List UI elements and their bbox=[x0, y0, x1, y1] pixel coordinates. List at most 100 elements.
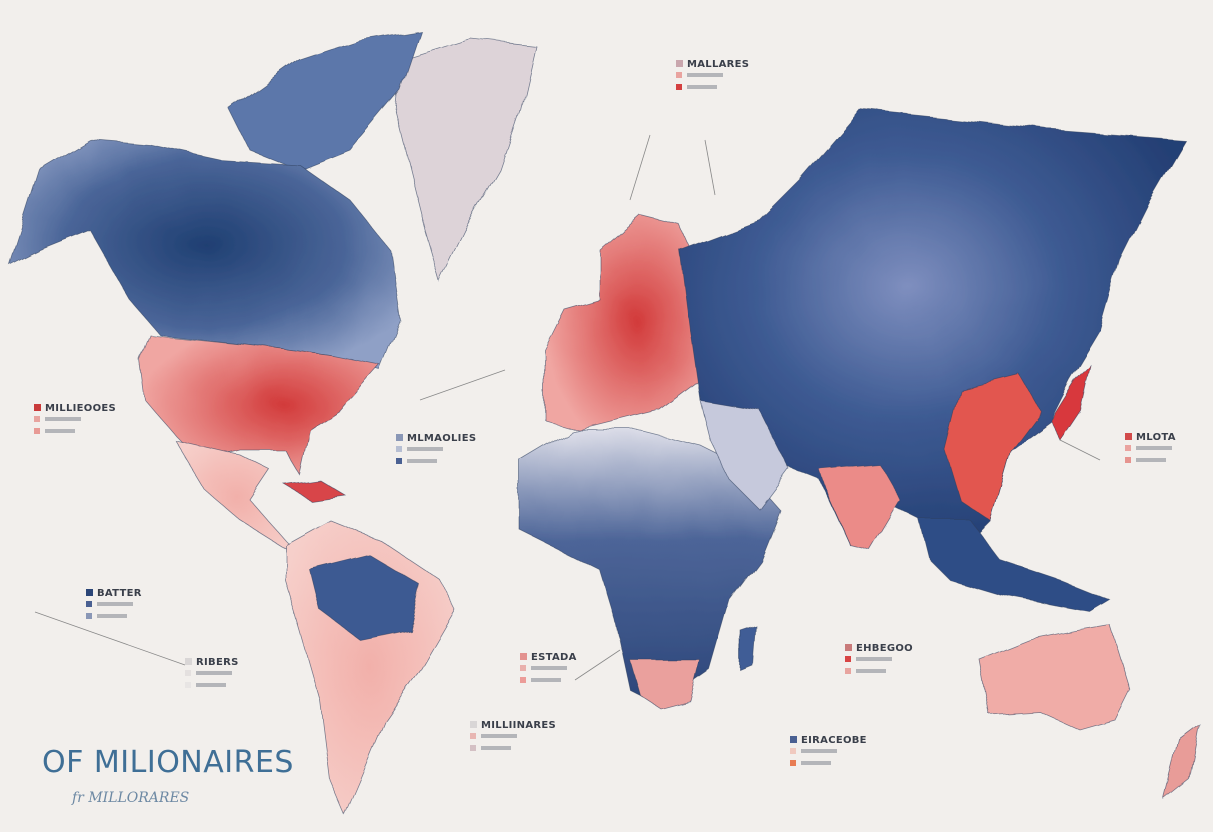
legend-swatch bbox=[676, 60, 683, 67]
legend-text-bar bbox=[481, 734, 517, 738]
usa bbox=[139, 334, 381, 477]
legend-swatch bbox=[396, 446, 402, 452]
legend-heading: MILLIEOOES bbox=[45, 403, 116, 414]
east-china bbox=[944, 374, 1041, 521]
legend-swatch bbox=[86, 589, 93, 596]
legend-swatch bbox=[396, 434, 403, 441]
legend-heading: BATTER bbox=[97, 588, 142, 599]
legend-swatch bbox=[790, 760, 796, 766]
continents bbox=[9, 29, 1201, 817]
india bbox=[819, 464, 901, 551]
legend-text-bar bbox=[856, 669, 886, 673]
legend-text-bar bbox=[856, 657, 892, 661]
legend-heading: MLOTA bbox=[1136, 432, 1176, 443]
legend: EIRACEOBE bbox=[790, 735, 867, 766]
legend-swatch bbox=[1125, 457, 1131, 463]
legend-text-bar bbox=[687, 85, 717, 89]
legend-text-bar bbox=[531, 666, 567, 670]
legend-heading: EHBEGOO bbox=[856, 643, 913, 654]
legend: MLMAOLIES bbox=[396, 433, 476, 464]
legend-text-bar bbox=[1136, 446, 1172, 450]
legend-swatch bbox=[520, 677, 526, 683]
legend-swatch bbox=[185, 670, 191, 676]
legend-swatch bbox=[1125, 433, 1132, 440]
madagascar bbox=[739, 624, 756, 671]
legend-swatch bbox=[676, 72, 682, 78]
legend-swatch bbox=[86, 601, 92, 607]
legend-text-bar bbox=[45, 429, 75, 433]
legend: RIBERS bbox=[185, 657, 239, 688]
leader-line bbox=[629, 134, 651, 201]
canada bbox=[9, 139, 401, 371]
legend-swatch bbox=[34, 404, 41, 411]
africa bbox=[519, 429, 781, 706]
leader-line bbox=[34, 611, 186, 666]
legend-swatch bbox=[185, 658, 192, 665]
amazon bbox=[309, 554, 421, 641]
legend-swatch bbox=[520, 653, 527, 660]
legend: MALLARES bbox=[676, 59, 749, 90]
legend-swatch bbox=[396, 458, 402, 464]
legend-heading: MALLARES bbox=[687, 59, 749, 70]
legend-text-bar bbox=[801, 761, 831, 765]
legend-swatch bbox=[470, 733, 476, 739]
southeast-asia bbox=[919, 519, 1111, 613]
leader-line bbox=[1059, 439, 1101, 461]
japan bbox=[1049, 363, 1091, 441]
legend: ESTADA bbox=[520, 652, 577, 683]
legend-text-bar bbox=[45, 417, 81, 421]
legend: EHBEGOO bbox=[845, 643, 913, 674]
map-title: OF MILIONAIRES bbox=[42, 745, 294, 780]
legend-swatch bbox=[470, 721, 477, 728]
legend-text-bar bbox=[481, 746, 511, 750]
legend-swatch bbox=[1125, 445, 1131, 451]
leader-line bbox=[419, 369, 506, 401]
legend-heading: EIRACEOBE bbox=[801, 735, 867, 746]
legend: MILLIINARES bbox=[470, 720, 556, 751]
legend-heading: MLMAOLIES bbox=[407, 433, 476, 444]
legend-text-bar bbox=[196, 683, 226, 687]
legend-swatch bbox=[34, 416, 40, 422]
greenland bbox=[394, 37, 536, 284]
leader-line bbox=[574, 649, 621, 681]
map-subtitle: fr MILLORARES bbox=[71, 790, 189, 806]
legend-swatch bbox=[34, 428, 40, 434]
legend-swatch bbox=[520, 665, 526, 671]
caribbean bbox=[283, 479, 347, 501]
legend-swatch bbox=[790, 736, 797, 743]
legend-swatch bbox=[845, 644, 852, 651]
south-africa bbox=[629, 659, 701, 709]
legend-text-bar bbox=[801, 749, 837, 753]
mexico bbox=[174, 439, 301, 556]
legend-text-bar bbox=[407, 459, 437, 463]
middle-east bbox=[699, 399, 791, 511]
legend-swatch bbox=[845, 656, 851, 662]
legend-text-bar bbox=[196, 671, 232, 675]
legend: BATTER bbox=[86, 588, 142, 619]
legend-swatch bbox=[86, 613, 92, 619]
legend-text-bar bbox=[531, 678, 561, 682]
legend: MILLIEOOES bbox=[34, 403, 116, 434]
leader-lines bbox=[34, 134, 1101, 681]
legend-text-bar bbox=[687, 73, 723, 77]
legend-swatch bbox=[470, 745, 476, 751]
legend-swatch bbox=[676, 84, 682, 90]
legend-text-bar bbox=[97, 614, 127, 618]
legend-text-bar bbox=[1136, 458, 1166, 462]
australia bbox=[979, 624, 1131, 731]
legend-swatch bbox=[790, 748, 796, 754]
legend: MLOTA bbox=[1125, 432, 1176, 463]
europe bbox=[544, 214, 701, 431]
arctic-islands bbox=[229, 29, 421, 171]
legend-heading: MILLIINARES bbox=[481, 720, 556, 731]
legend-heading: ESTADA bbox=[531, 652, 577, 663]
legend-heading: RIBERS bbox=[196, 657, 239, 668]
legend-text-bar bbox=[97, 602, 133, 606]
new-zealand bbox=[1164, 724, 1201, 802]
legend-text-bar bbox=[407, 447, 443, 451]
legend-swatch bbox=[845, 668, 851, 674]
leader-line bbox=[704, 139, 716, 196]
legend-swatch bbox=[185, 682, 191, 688]
